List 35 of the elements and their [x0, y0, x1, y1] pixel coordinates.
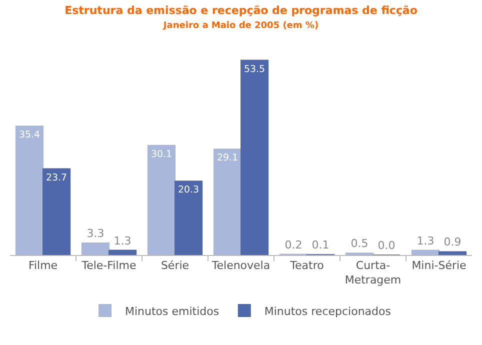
bar — [147, 144, 176, 255]
bar — [213, 148, 242, 255]
chart-subtitle: Janeiro a Maio de 2005 (em %) — [162, 21, 319, 32]
chart-title: Estrutura da emissão e recepção de programas de ficção — [64, 4, 418, 17]
bar — [240, 60, 269, 255]
data-label: 0.0 — [378, 239, 396, 252]
data-label: 53.5 — [244, 64, 266, 75]
data-label: 3.3 — [86, 226, 104, 240]
bar — [174, 180, 203, 255]
x-tick-label: Mini-Série — [412, 259, 467, 272]
bar — [81, 242, 110, 255]
data-label: 23.7 — [46, 172, 68, 184]
bar — [108, 250, 137, 255]
x-tick-label: Série — [160, 259, 190, 272]
x-tick-label: Tele-Filme — [80, 259, 136, 272]
data-label: 30.1 — [150, 149, 172, 160]
x-tick-label: Curta-Metragem — [344, 259, 402, 286]
data-label: 0.2 — [284, 238, 302, 252]
legend-label: Minutos emitidos — [125, 304, 220, 318]
data-label: 29.1 — [216, 152, 238, 164]
data-label: 1.3 — [416, 234, 434, 248]
bar — [438, 251, 467, 255]
data-label: 0.9 — [444, 236, 462, 249]
data-label: 20.3 — [178, 184, 200, 196]
bar — [15, 126, 44, 255]
data-label: 1.3 — [114, 234, 132, 248]
bar — [42, 168, 71, 255]
x-tick-label: Telenovela — [210, 259, 270, 272]
x-tick-label: Teatro — [289, 259, 324, 272]
data-label: 0.5 — [350, 237, 368, 250]
bar — [411, 250, 440, 255]
data-label: 35.4 — [18, 130, 40, 141]
legend-label: Minutos recepcionados — [264, 304, 392, 318]
data-label: 0.1 — [312, 238, 330, 252]
x-tick-label: Filme — [28, 259, 58, 272]
